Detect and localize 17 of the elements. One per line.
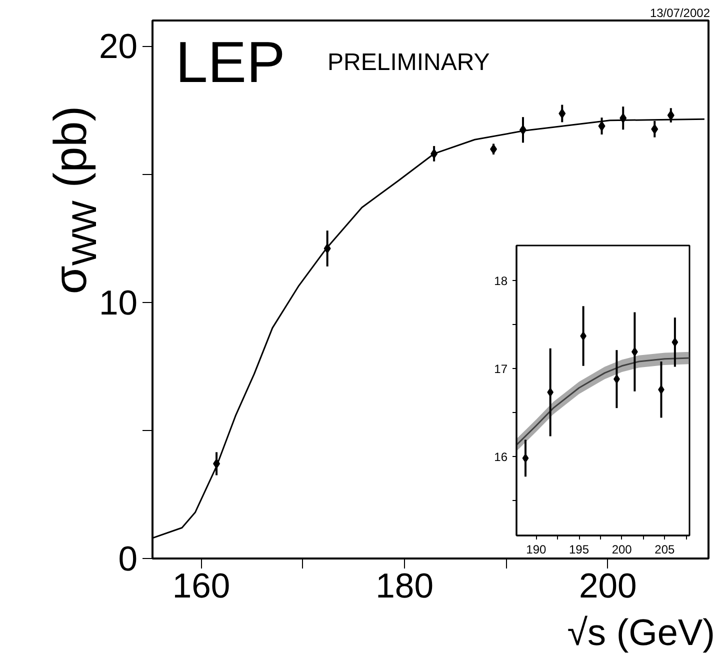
x-axis-title: √s (GeV) — [567, 611, 713, 655]
x-tick-label: 200 — [612, 542, 632, 556]
y-tick-label: 0 — [118, 540, 138, 578]
x-tick-label: 160 — [172, 568, 230, 606]
y-tick-label: 18 — [494, 274, 508, 288]
text: 13/07/2002 — [650, 5, 710, 21]
x-tick-label: 180 — [376, 568, 434, 606]
annotation: LEP — [176, 30, 286, 95]
y-tick-label: 10 — [98, 284, 138, 322]
y-tick-label: 20 — [98, 28, 138, 66]
x-tick-label: 190 — [526, 542, 547, 556]
x-tick-label: 195 — [569, 542, 590, 556]
annotation: PRELIMINARY — [328, 49, 490, 76]
x-tick-label: 205 — [654, 542, 675, 556]
y-tick-label: 17 — [494, 362, 508, 376]
x-tick-label: 200 — [578, 568, 637, 606]
y-tick-label: 16 — [494, 450, 508, 464]
